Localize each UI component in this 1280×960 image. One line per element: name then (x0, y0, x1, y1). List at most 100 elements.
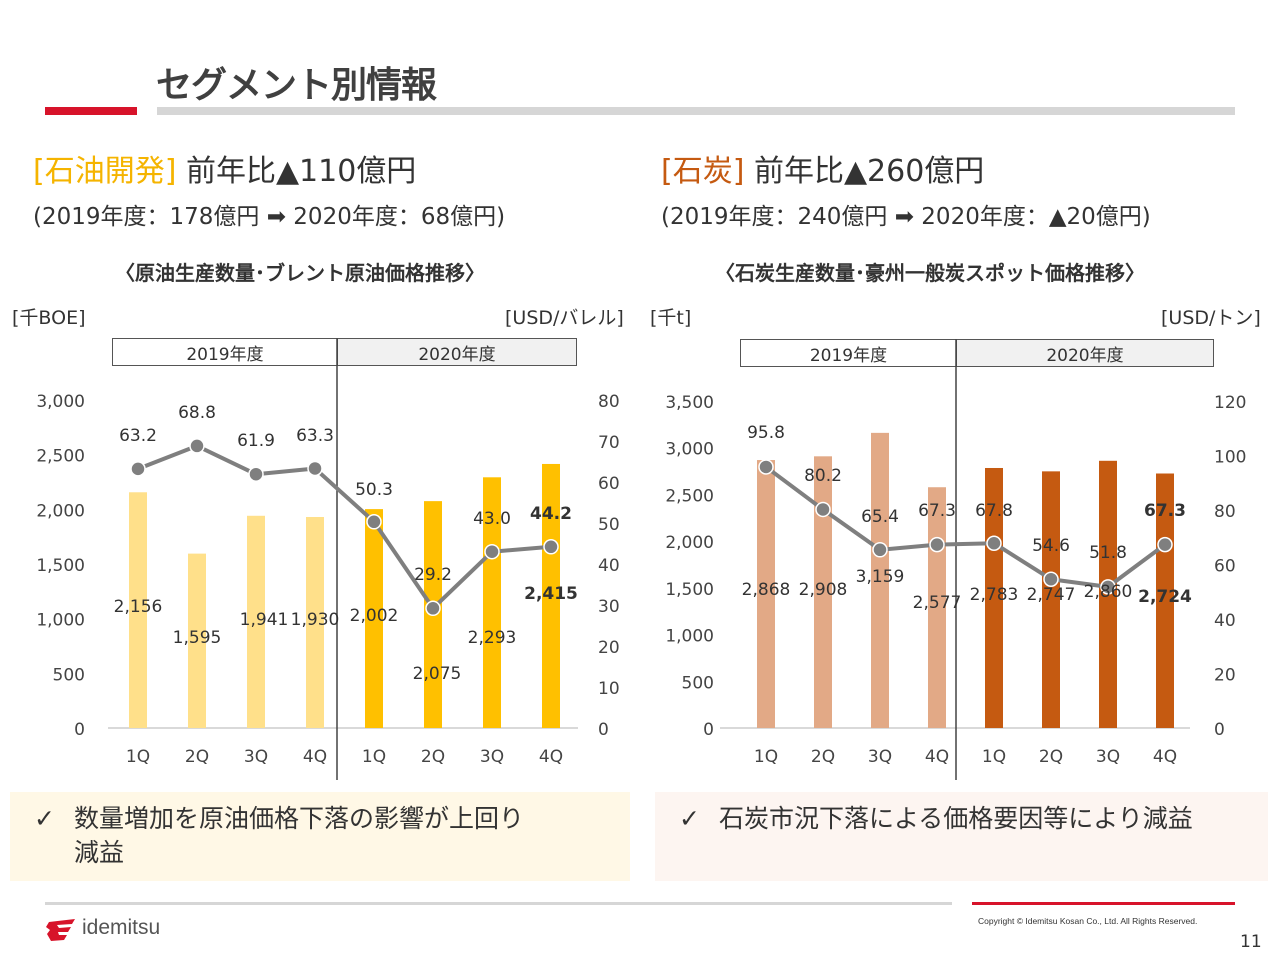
page-title: セグメント別情報 (156, 65, 437, 106)
oil-price-value-label: 50.3 (355, 480, 393, 500)
oil-left-axis-tick: 2,500 (36, 447, 85, 467)
oil-price-marker (484, 543, 500, 560)
coal-x-axis-label: 4Q (1153, 747, 1177, 767)
coal-bar-value-label: 2,783 (970, 585, 1019, 605)
oil-fy2019-label: 2019年度 (186, 344, 264, 365)
oil-bar-value-label: 2,293 (468, 628, 517, 648)
oil-left-axis-tick: 1,500 (36, 556, 85, 576)
oil-bar-value-label: 2,415 (524, 584, 578, 604)
coal-price-value-label: 80.2 (804, 466, 842, 486)
oil-production-bar (365, 509, 383, 728)
oil-note-box: ✓ 数量増加を原油価格下落の影響が上回り 減益 (10, 792, 630, 881)
coal-bar-value-label: 2,747 (1027, 585, 1076, 605)
coal-x-axis-label: 2Q (1039, 747, 1063, 767)
oil-price-value-label: 63.2 (119, 426, 157, 446)
oil-bar-value-label: 1,930 (291, 610, 340, 630)
oil-production-bar (542, 463, 560, 728)
oil-right-axis-tick: 70 (598, 433, 620, 453)
coal-price-marker (758, 459, 774, 475)
oil-price-line (137, 443, 552, 611)
coal-price-marker (1157, 536, 1173, 553)
oil-right-axis-tick: 0 (598, 720, 609, 740)
coal-price-marker (986, 535, 1002, 551)
coal-right-axis-tick: 0 (1214, 720, 1225, 740)
coal-x-axis-label: 3Q (1096, 747, 1120, 767)
oil-price-value-label: 29.2 (414, 565, 452, 585)
oil-right-axis-tick: 10 (598, 679, 620, 699)
coal-right-unit: [USD/トン] (1161, 307, 1261, 329)
oil-price-value-label: 68.8 (178, 403, 216, 423)
coal-production-bar (1042, 471, 1060, 728)
coal-right-axis-tick: 80 (1214, 502, 1236, 522)
oil-note-line: 数量増加を原油価格下落の影響が上回り (74, 804, 525, 833)
oil-left-axis-tick: 0 (74, 720, 85, 740)
oil-right-axis-tick: 20 (598, 638, 620, 658)
oil-price-marker (130, 461, 146, 477)
oil-note-line: 減益 (74, 838, 125, 867)
oil-production-bar (247, 515, 265, 728)
coal-bar-value-label: 2,908 (799, 580, 848, 600)
coal-left-axis-tick: 3,500 (665, 393, 714, 413)
coal-right-axis-tick: 20 (1214, 666, 1236, 686)
oil-price-value-label: 43.0 (473, 509, 511, 529)
coal-bar-value-label: 2,577 (913, 593, 962, 613)
coal-price-value-label: 95.8 (747, 423, 785, 443)
coal-profit-summary: (2019年度：240億円 ➡ 2020年度：▲20億円) (661, 204, 1151, 230)
oil-left-axis-tick: 3,000 (36, 392, 85, 412)
coal-price-marker (1100, 579, 1116, 595)
oil-price-marker (307, 460, 323, 477)
coal-bar-value-label: 2,860 (1084, 582, 1133, 602)
title-divider (157, 107, 1235, 115)
coal-price-value-label: 67.8 (975, 501, 1013, 521)
coal-price-marker (815, 501, 831, 518)
oil-chart-title: 〈原油生産数量･ブレント原油価格推移〉 (115, 261, 485, 285)
coal-headline: [石炭] 前年比▲260億円 (661, 146, 984, 190)
coal-price-value-label: 67.3 (1144, 501, 1186, 521)
coal-left-axis-tick: 1,500 (665, 580, 714, 600)
oil-x-axis-label: 2Q (421, 747, 445, 767)
coal-fy2020-label: 2020年度 (956, 340, 1213, 366)
oil-right-axis-tick: 30 (598, 597, 620, 617)
coal-production-bar (1156, 473, 1174, 728)
oil-bar-value-label: 1,595 (173, 628, 222, 648)
coal-bar-value-label: 2,724 (1138, 587, 1192, 607)
title-accent-bar (45, 107, 137, 115)
oil-x-axis-label: 3Q (244, 747, 268, 767)
footer-divider (45, 902, 952, 905)
oil-yoy: 前年比▲110億円 (176, 154, 417, 189)
coal-x-axis-label: 1Q (754, 747, 778, 767)
oil-right-axis-tick: 40 (598, 556, 620, 576)
coal-price-value-label: 51.8 (1089, 543, 1127, 563)
oil-price-marker (425, 600, 441, 617)
coal-fiscal-year-header: 2019年度 2020年度 (740, 339, 1214, 367)
coal-chart-title: 〈石炭生産数量･豪州一般炭スポット価格推移〉 (715, 261, 1145, 285)
oil-x-axis-label: 1Q (362, 747, 386, 767)
coal-note-line: 石炭市況下落による価格要因等により減益 (719, 804, 1193, 833)
oil-left-axis-tick: 500 (53, 665, 85, 685)
coal-right-axis-tick: 100 (1214, 448, 1246, 468)
checkmark-icon: ✓ (679, 804, 700, 833)
oil-fy2020-label: 2020年度 (337, 339, 576, 365)
oil-left-axis-tick: 1,000 (36, 611, 85, 631)
oil-production-bar (188, 553, 206, 728)
coal-price-value-label: 65.4 (861, 507, 899, 527)
coal-x-axis-label: 1Q (982, 747, 1006, 767)
oil-price-marker (543, 539, 559, 555)
idemitsu-logo-icon (46, 919, 75, 941)
coal-left-axis-tick: 3,000 (665, 440, 714, 460)
oil-bar-value-label: 1,941 (240, 610, 289, 630)
coal-price-line (764, 465, 1167, 589)
coal-x-axis-label: 2Q (811, 747, 835, 767)
coal-x-axis-label: 4Q (925, 747, 949, 767)
coal-left-unit: [千t] (650, 307, 692, 329)
oil-x-axis-label: 4Q (539, 747, 563, 767)
oil-x-axis-label: 3Q (480, 747, 504, 767)
coal-bar-value-label: 3,159 (856, 567, 905, 587)
oil-segment-label: [石油開発] (33, 154, 177, 189)
oil-price-marker (189, 438, 205, 454)
oil-price-value-label: 61.9 (237, 431, 275, 451)
coal-price-marker (1043, 571, 1059, 587)
oil-price-marker (366, 514, 382, 530)
coal-production-bar (814, 456, 832, 728)
